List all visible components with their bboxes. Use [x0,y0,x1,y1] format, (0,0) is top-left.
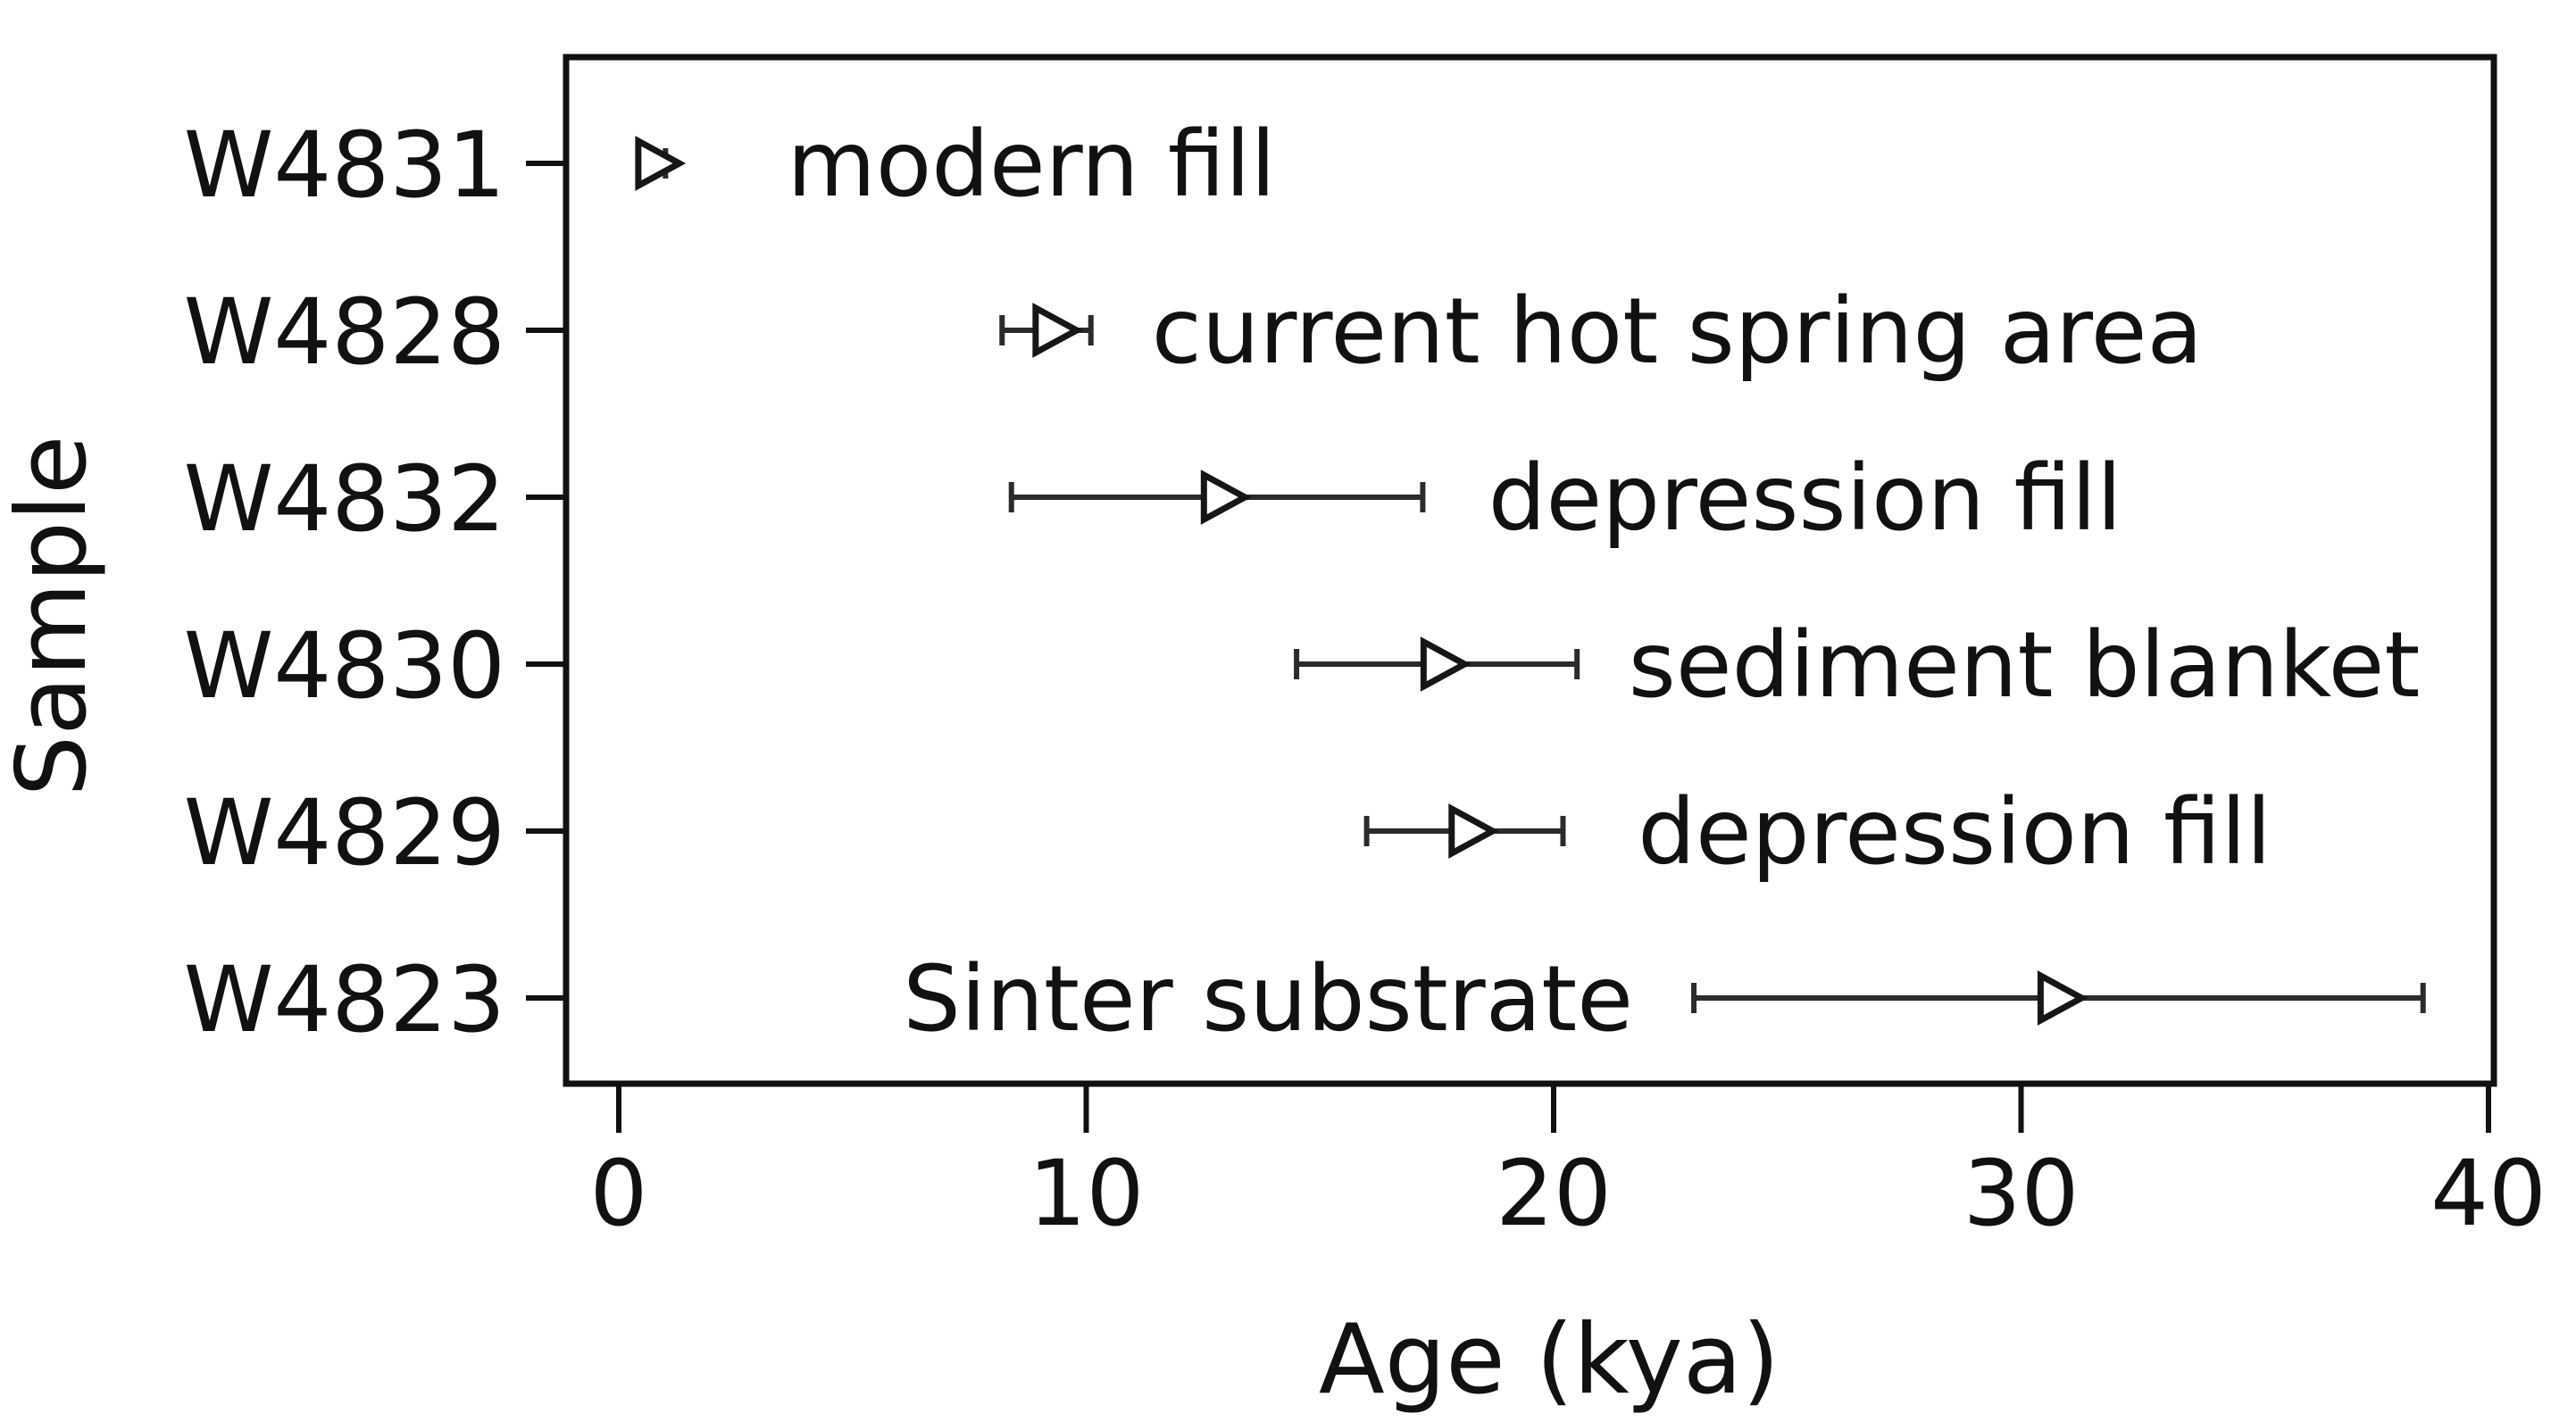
y-tick-label: W4828 [184,279,505,386]
annotation-label: depression fill [1638,779,2272,886]
y-tick-label: W4830 [184,613,505,719]
x-tick-label: 30 [1963,1141,2080,1247]
annotation-label: sediment blanket [1629,612,2421,719]
x-tick-label: 10 [1029,1141,1145,1247]
x-tick-label: 40 [2430,1141,2547,1247]
x-tick-label: 0 [590,1141,648,1247]
annotation-label: depression fill [1488,445,2122,552]
right-triangle-marker-icon [2037,970,2088,1026]
right-triangle-marker-icon [1032,303,1084,358]
annotation-label: Sinter substrate [903,946,1633,1052]
sample-row: modern fill [635,112,1276,218]
data-layer: modern fill current hot spring area depres… [635,112,2426,1052]
sample-row: depression fill [1363,779,2272,886]
x-tick-label: 20 [1496,1141,1612,1247]
y-tick-label: W4832 [184,446,505,553]
sample-row: sediment blanket [1294,612,2421,719]
annotation-label: modern fill [787,112,1275,218]
right-triangle-marker-icon [635,136,687,191]
right-triangle-marker-icon [1200,470,1252,525]
sample-row: depression fill [1008,445,2122,552]
sample-row: current hot spring area [999,279,2203,385]
right-triangle-marker-icon [1420,636,1471,692]
annotation-label: current hot spring area [1152,279,2203,385]
right-triangle-marker-icon [1448,803,1500,859]
plot-frame [563,54,2497,1087]
x-axis-title: Age (kya) [1319,1304,1780,1416]
sample-row: Sinter substrate [903,946,2426,1052]
y-tick-label: W4831 [184,112,505,219]
y-axis-title: Sample [0,436,108,797]
y-tick-label: W4823 [184,947,505,1053]
y-tick-label: W4829 [184,780,505,886]
axis-ticks-layer: 0 10 20 30 40 W4831 W4828 W4832 W4830 W4829 W4823 [184,112,2547,1247]
